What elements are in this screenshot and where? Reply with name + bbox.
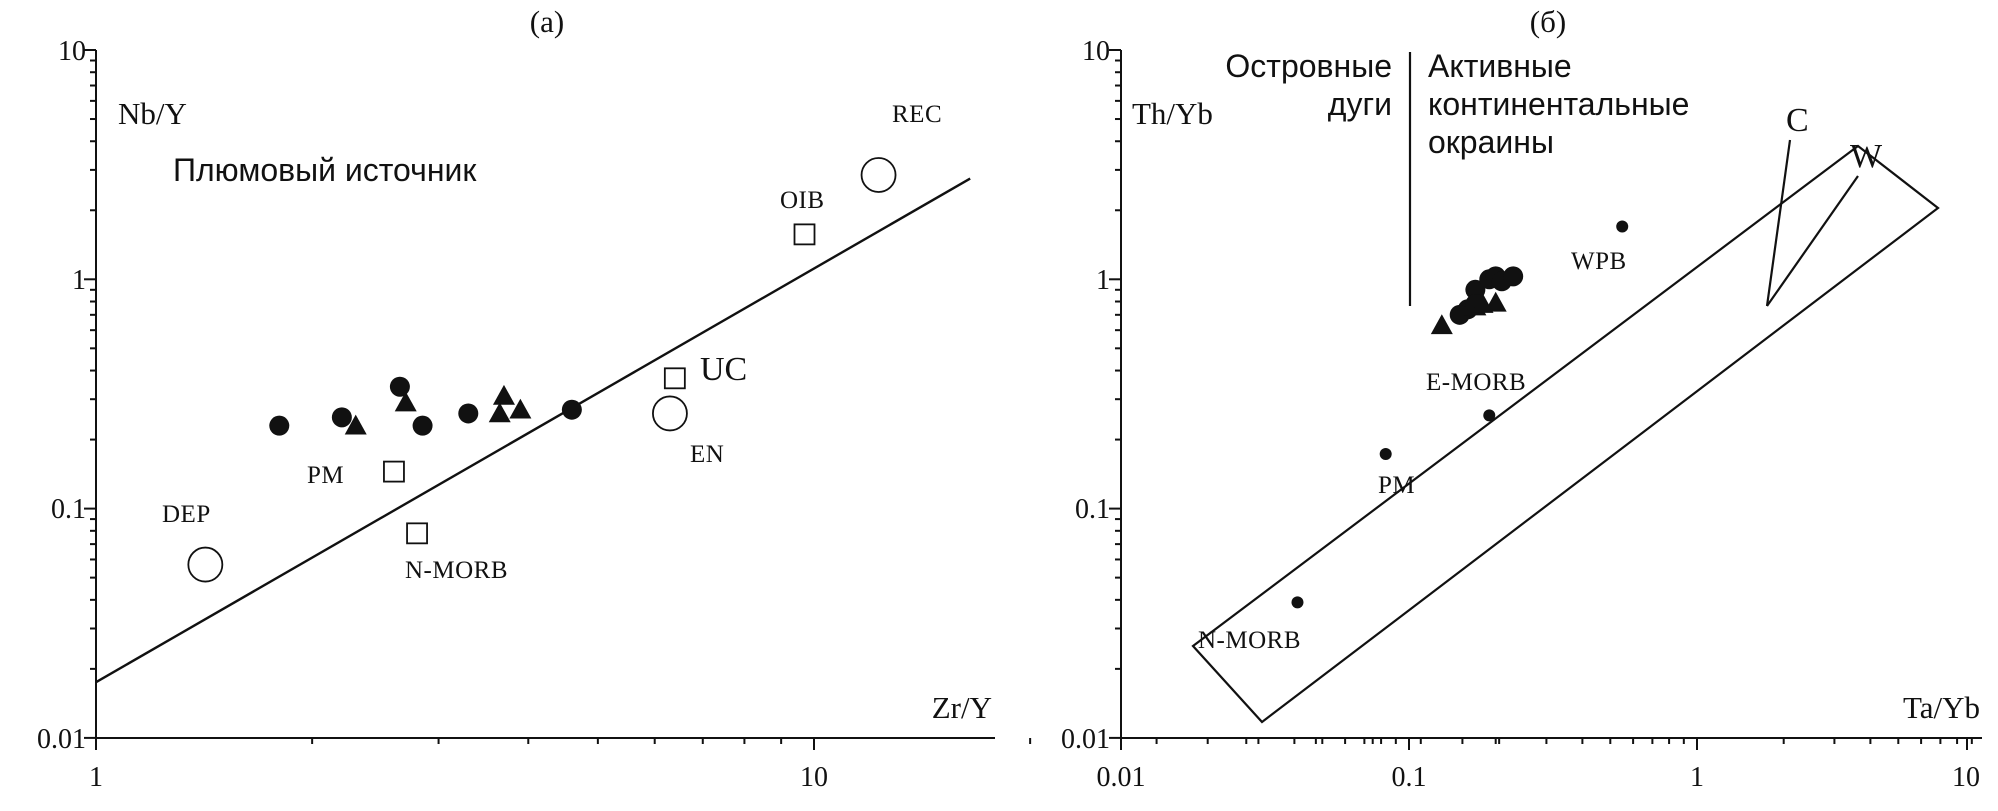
panel-b-plot: (б) 10 1 0.1 0.01 0.01 0.1 1 10 Th/Yb Ta… [1061,4,1982,793]
reference-marker-en [652,395,688,432]
active-margins-label-line1: Активные [1428,48,1572,84]
panel-a-y-tick-label: 10 [58,36,86,67]
ref-label-dep: DEP [162,501,211,528]
panel-b-reference-points [1291,220,1629,609]
plume-source-label: Плюмовый источник [173,152,477,188]
vector-w-label: W [1850,138,1883,175]
reference-marker-pm [1379,448,1392,461]
panel-a-ticks [84,49,1501,750]
active-margins-label-line3: окраины [1428,124,1554,160]
panel-a-label: (a) [530,4,564,39]
panel-b-y-tick-label: 10 [1082,36,1110,67]
ref-label-rec: REC [892,101,942,128]
panel-b-ticks [1109,49,1973,750]
sample-point [561,399,582,420]
reference-marker-n-morb [1291,596,1304,609]
panel-b-y-tick-label: 0.1 [1075,494,1110,525]
reference-marker-e-morb [1483,409,1496,422]
sample-point [344,414,367,435]
panel-b-data-points [1430,266,1524,335]
panel-b-x-tick-label: 10 [1952,762,1980,793]
sample-point [394,391,417,412]
panel-a-x-axis-title: Zr/Y [932,690,992,725]
active-margins-label-line2: континентальные [1428,86,1689,122]
vector-c-line [1765,139,1792,307]
sample-point [1430,314,1453,335]
island-arcs-label-line2: дуги [1328,86,1392,122]
ref-label-pm: PM [307,462,344,489]
sample-point [1465,279,1486,300]
panel-b-x-tick-label: 0.1 [1392,762,1427,793]
panel-a-y-tick-label: 1 [72,265,86,296]
sample-point [331,407,352,428]
reference-marker-dep [187,546,224,583]
sample-point [412,415,433,436]
sample-point [1484,291,1507,312]
reference-marker-n-morb [406,522,428,545]
ref-label-wpb: WPB [1571,248,1627,275]
sample-point [488,402,511,423]
reference-marker-oib [793,223,816,246]
panel-a-x-tick-label: 10 [800,762,828,793]
sample-point [1503,266,1524,287]
panel-a-y-tick-label: 0.01 [37,724,86,755]
panel-a-data-points [269,376,582,436]
reference-marker-pm [383,460,405,483]
panel-b-x-tick-label: 0.01 [1097,762,1146,793]
panel-b-y-tick-label: 1 [1096,265,1110,296]
panel-b-x-axis-title: Ta/Yb [1903,690,1980,725]
vector-c-label: C [1786,102,1809,139]
sample-point [389,376,410,397]
panel-a-y-axis-title: Nb/Y [118,96,187,131]
reference-marker-uc [663,367,686,390]
reference-marker-rec [860,157,897,193]
ref-label-uc: UC [700,351,747,388]
panel-a-plot: (a) 10 1 0.1 0.01 1 10 Nb/Y Zr/Y Плюмовы… [37,4,1501,793]
panel-b-x-tick-label: 1 [1690,762,1704,793]
panel-a-trend-line [95,177,971,684]
panel-b-label: (б) [1530,4,1566,39]
sample-point [1449,304,1470,325]
panel-a-x-tick-label: 1 [89,762,103,793]
panel-a-reference-points [187,157,897,583]
panel-b-y-tick-label: 0.01 [1061,724,1110,755]
vector-w-line [1766,175,1859,307]
ref-label-pm-b: PM [1378,472,1415,499]
sample-point [509,398,532,419]
sample-point [458,403,479,424]
ref-label-oib: OIB [780,187,825,214]
mantle-array-field [1191,144,1940,724]
ref-label-n-morb: N-MORB [405,557,508,584]
sample-point [269,415,290,436]
reference-marker-wpb [1616,220,1629,233]
island-arcs-label-line1: Островные [1225,48,1392,84]
ref-label-n-morb-b: N-MORB [1198,627,1301,654]
ref-label-en: EN [690,441,724,468]
sample-point [492,384,515,405]
panel-b-y-axis-title: Th/Yb [1132,96,1213,131]
ref-label-e-morb: E-MORB [1426,369,1526,396]
panel-a-y-tick-label: 0.1 [51,494,86,525]
